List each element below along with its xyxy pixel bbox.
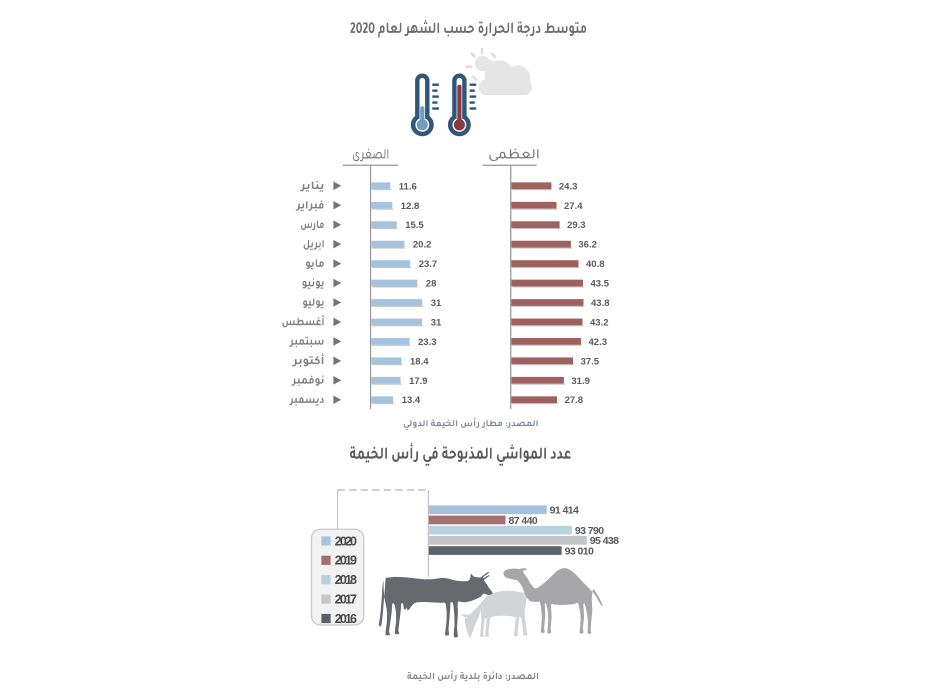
svg-text:43.8: 43.8 bbox=[591, 298, 610, 309]
svg-text:43.5: 43.5 bbox=[591, 279, 610, 290]
svg-text:29.3: 29.3 bbox=[567, 220, 586, 231]
svg-text:87 440: 87 440 bbox=[509, 515, 538, 527]
svg-text:12.8: 12.8 bbox=[401, 201, 420, 212]
svg-text:2020: 2020 bbox=[335, 534, 357, 548]
svg-text:42.3: 42.3 bbox=[589, 337, 608, 348]
svg-text:11.6: 11.6 bbox=[399, 181, 417, 192]
svg-text:2016: 2016 bbox=[335, 612, 357, 626]
svg-text:13.4: 13.4 bbox=[402, 395, 421, 406]
svg-text:24.3: 24.3 bbox=[559, 181, 578, 192]
svg-text:93 790: 93 790 bbox=[575, 525, 604, 537]
svg-text:17.9: 17.9 bbox=[409, 376, 428, 387]
svg-text:91 414: 91 414 bbox=[550, 505, 579, 517]
svg-text:18.4: 18.4 bbox=[410, 356, 429, 367]
svg-text:31: 31 bbox=[431, 298, 442, 309]
svg-text:40.8: 40.8 bbox=[586, 259, 605, 270]
svg-text:2018: 2018 bbox=[335, 573, 357, 587]
svg-text:95 438: 95 438 bbox=[590, 535, 619, 547]
svg-text:36.2: 36.2 bbox=[578, 240, 597, 251]
svg-text:27.8: 27.8 bbox=[565, 395, 584, 406]
svg-text:23.3: 23.3 bbox=[418, 337, 437, 348]
svg-text:2019: 2019 bbox=[335, 554, 357, 568]
svg-text:15.5: 15.5 bbox=[405, 220, 424, 231]
svg-text:23.7: 23.7 bbox=[419, 259, 438, 270]
svg-text:93 010: 93 010 bbox=[565, 545, 594, 557]
svg-text:20.2: 20.2 bbox=[413, 240, 432, 251]
svg-text:37.5: 37.5 bbox=[581, 356, 600, 367]
svg-text:31: 31 bbox=[431, 318, 442, 329]
svg-text:2017: 2017 bbox=[335, 593, 357, 607]
svg-text:43.2: 43.2 bbox=[590, 318, 609, 329]
svg-text:28: 28 bbox=[426, 279, 437, 290]
svg-text:31.9: 31.9 bbox=[571, 376, 590, 387]
svg-text:27.4: 27.4 bbox=[564, 201, 583, 212]
